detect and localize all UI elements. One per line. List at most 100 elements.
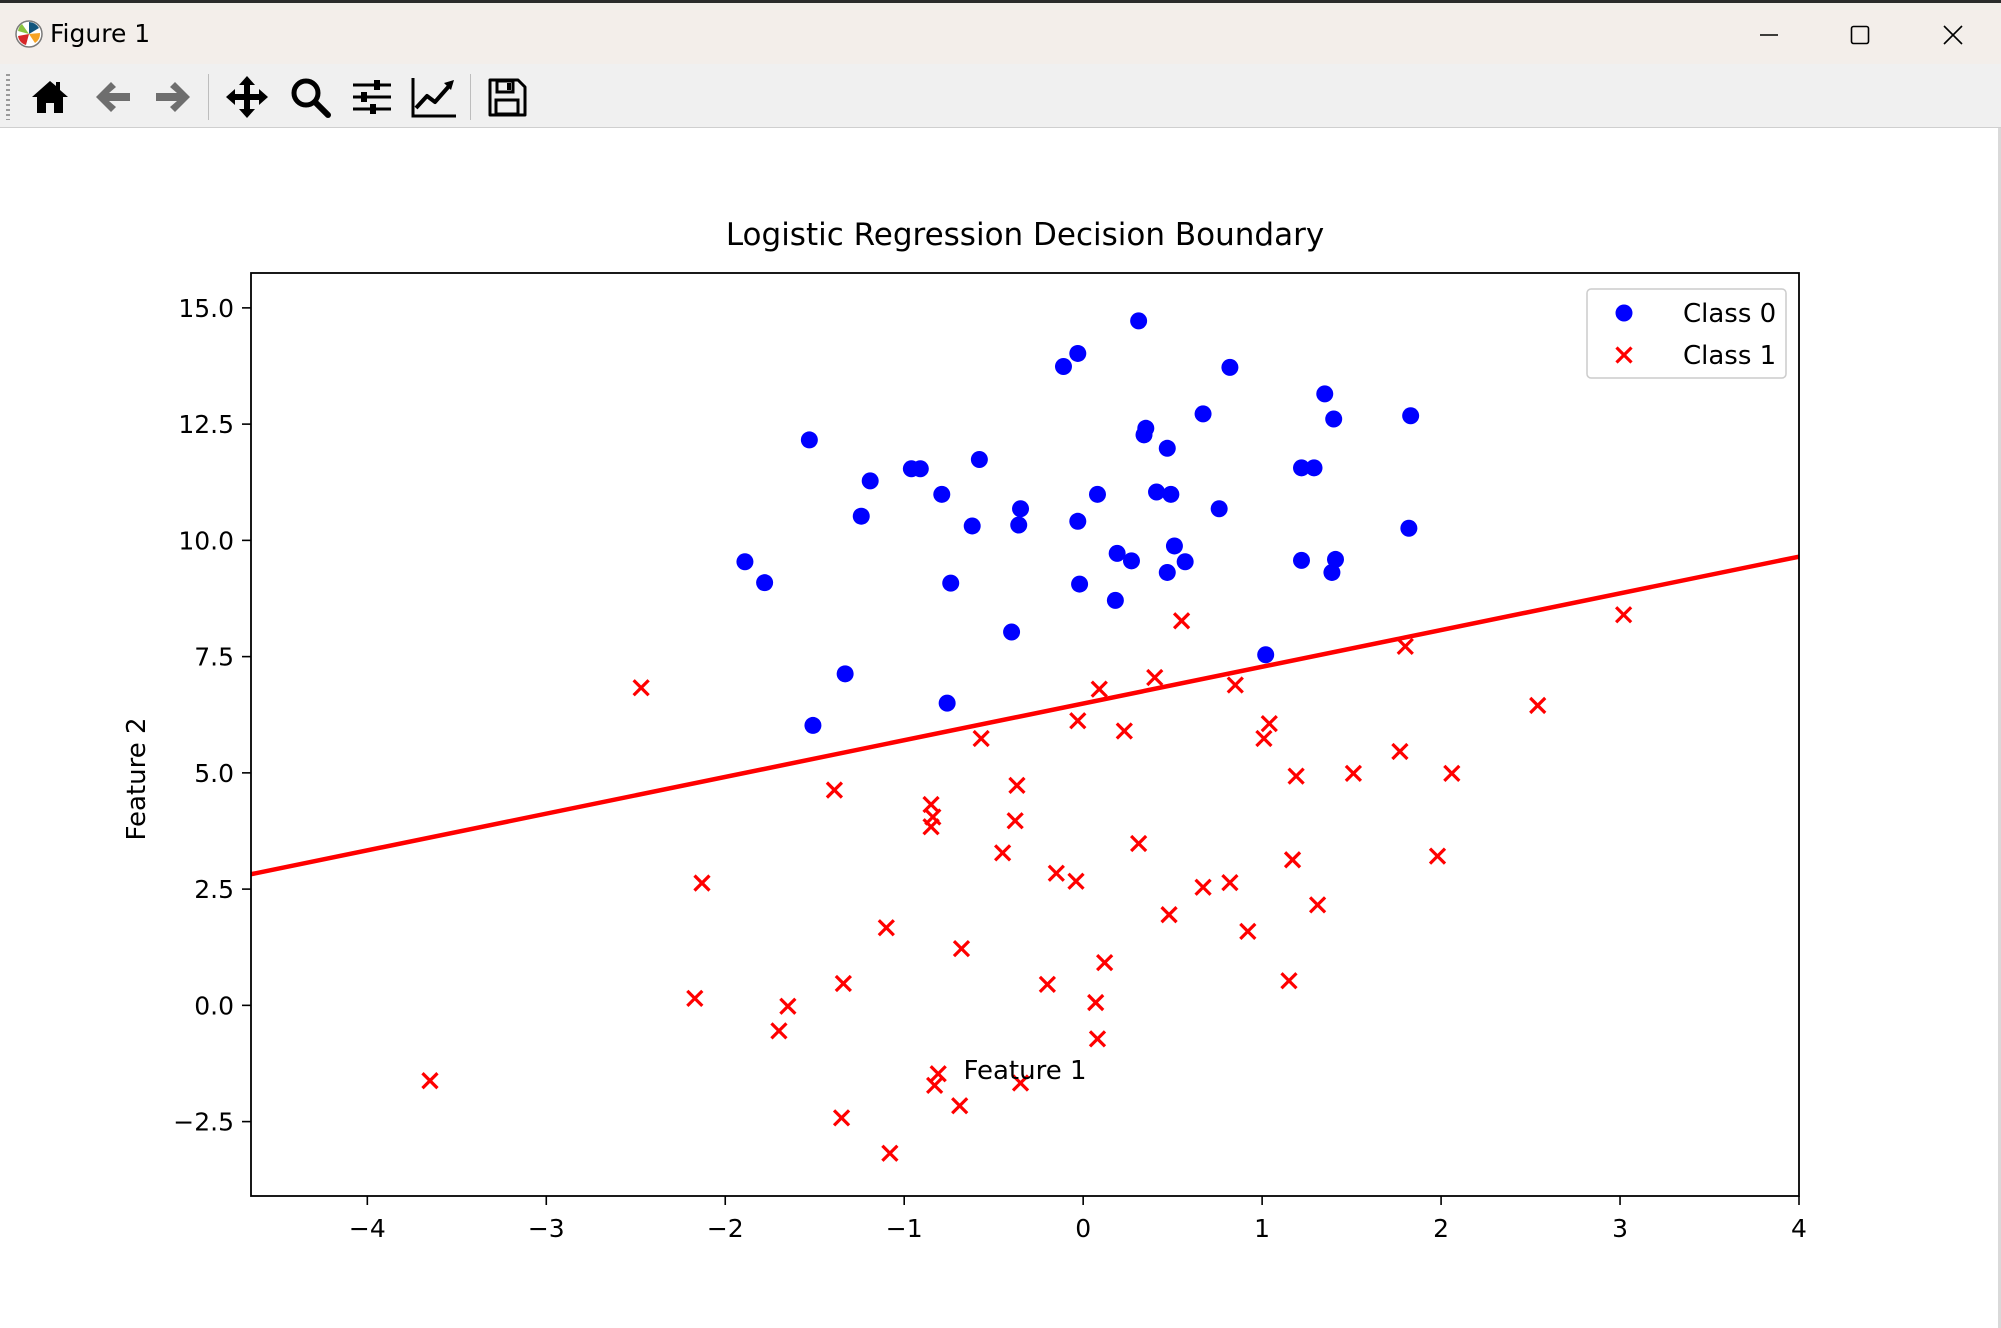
x-marker-stroke bbox=[1239, 922, 1257, 941]
title-bar[interactable]: Figure 1 bbox=[0, 0, 2001, 64]
legend-box bbox=[1586, 288, 1787, 379]
class-0-point bbox=[1165, 537, 1183, 555]
class-0-point bbox=[1010, 516, 1028, 534]
y-tick-label: −2.5 bbox=[173, 1108, 234, 1137]
class-1-point bbox=[929, 1065, 947, 1083]
class-0-point bbox=[1069, 512, 1087, 530]
class-1-point bbox=[1428, 847, 1447, 865]
x-marker-stroke bbox=[1087, 993, 1105, 1012]
zoom-magnifier-icon bbox=[291, 78, 331, 118]
x-tick-label: −2 bbox=[707, 1214, 744, 1243]
class-1-point bbox=[1226, 676, 1244, 694]
x-marker-stroke bbox=[1391, 742, 1409, 761]
x-marker-stroke bbox=[1172, 612, 1191, 630]
class-1-point bbox=[1221, 873, 1239, 892]
class-1-point bbox=[1239, 922, 1257, 941]
x-marker-stroke bbox=[951, 1097, 969, 1115]
class-1-point bbox=[832, 1109, 851, 1127]
zoom-button[interactable] bbox=[285, 72, 335, 122]
class-1-point bbox=[1069, 712, 1087, 730]
x-marker-stroke bbox=[925, 1076, 944, 1094]
class-1-point bbox=[421, 1072, 439, 1090]
x-tick-label: 4 bbox=[1791, 1214, 1807, 1243]
class-0-point bbox=[1158, 439, 1176, 457]
axes-frame bbox=[250, 272, 1800, 1197]
forward-button[interactable] bbox=[148, 72, 198, 122]
edit-axis-button[interactable] bbox=[409, 72, 459, 122]
class-0-point bbox=[1194, 405, 1212, 423]
class-1-point bbox=[1344, 764, 1363, 782]
x-marker-stroke bbox=[1008, 776, 1026, 795]
class-1-point bbox=[1255, 729, 1273, 748]
class-0-point bbox=[800, 431, 818, 449]
class-0-point bbox=[1003, 623, 1021, 641]
x-marker-stroke bbox=[1255, 729, 1273, 748]
close-button[interactable] bbox=[1926, 15, 1980, 55]
toolbar-grip[interactable] bbox=[6, 74, 10, 120]
plot-area[interactable]: −4 −3 −2 −1 0 1 2 3 4 −2.5 0.0 2.5 5.0 7.5 10.0 12.5 15.… bbox=[173, 272, 1807, 1243]
x-marker-stroke bbox=[1088, 1030, 1107, 1048]
x-marker-stroke bbox=[1344, 764, 1363, 782]
x-tick-label: 3 bbox=[1612, 1214, 1628, 1243]
x-marker-stroke bbox=[834, 974, 852, 993]
class-0-point bbox=[1108, 544, 1126, 562]
class-0-point bbox=[1305, 459, 1323, 477]
class-0-point bbox=[1316, 385, 1334, 403]
class-1-point bbox=[632, 679, 650, 697]
back-button[interactable] bbox=[88, 72, 138, 122]
x-marker-stroke bbox=[1011, 1074, 1030, 1092]
class-1-point bbox=[1160, 906, 1178, 924]
class-1-point bbox=[925, 1076, 944, 1094]
x-marker-stroke bbox=[770, 1022, 788, 1040]
home-button[interactable] bbox=[25, 72, 75, 122]
y-tick-label: 15.0 bbox=[178, 294, 234, 323]
legend-class-0-marker bbox=[1615, 304, 1633, 322]
x-marker-stroke bbox=[686, 989, 704, 1008]
maximize-icon bbox=[1850, 25, 1870, 45]
class-0-point bbox=[1012, 500, 1030, 518]
class-0-point bbox=[1148, 483, 1166, 501]
class-1-point bbox=[1443, 764, 1461, 782]
class-1-point bbox=[834, 974, 852, 993]
class-0-point bbox=[1088, 485, 1106, 503]
class-1-point bbox=[1280, 972, 1298, 990]
class-1-point bbox=[779, 997, 797, 1015]
x-marker-stroke bbox=[1226, 676, 1244, 694]
pan-button[interactable] bbox=[222, 72, 272, 122]
save-button[interactable] bbox=[482, 72, 532, 122]
legend-label: Class 0 bbox=[1683, 299, 1776, 329]
x-marker-stroke bbox=[1038, 975, 1057, 994]
class-0-point bbox=[861, 472, 879, 490]
configure-subplots-button[interactable] bbox=[347, 72, 397, 122]
class-1-point bbox=[1090, 680, 1108, 698]
legend-class-1-marker bbox=[1615, 346, 1633, 364]
x-marker-stroke bbox=[1069, 712, 1087, 730]
class-0-point bbox=[938, 694, 956, 712]
class-1-point bbox=[1008, 776, 1026, 795]
x-marker-stroke bbox=[1396, 637, 1414, 656]
x-marker-stroke bbox=[421, 1072, 439, 1090]
x-marker-stroke bbox=[1260, 714, 1278, 733]
figure-canvas[interactable]: Logistic Regression Decision Boundary −4… bbox=[0, 128, 1998, 1328]
class-0-point bbox=[1292, 459, 1310, 477]
maximize-button[interactable] bbox=[1833, 15, 1887, 55]
class-1-point bbox=[881, 1144, 899, 1162]
class-0-point bbox=[970, 450, 988, 468]
class-1-point bbox=[1011, 1074, 1030, 1092]
class-1-point bbox=[1529, 696, 1547, 715]
class-0-point bbox=[911, 460, 929, 478]
x-marker-stroke bbox=[1443, 764, 1461, 782]
x-marker-stroke bbox=[632, 679, 650, 697]
x-marker-stroke bbox=[693, 874, 711, 892]
class-0-point bbox=[942, 574, 960, 592]
class-1-point bbox=[952, 939, 971, 958]
class-1-point bbox=[1096, 953, 1114, 972]
class-0-point bbox=[1176, 553, 1194, 571]
class-1-point bbox=[1146, 668, 1164, 687]
class-1-point bbox=[1047, 864, 1065, 882]
class-1-point bbox=[1067, 872, 1085, 890]
y-tick-label: 5.0 bbox=[194, 759, 234, 788]
class-0-point bbox=[1071, 575, 1089, 593]
minimize-button[interactable] bbox=[1742, 15, 1796, 55]
